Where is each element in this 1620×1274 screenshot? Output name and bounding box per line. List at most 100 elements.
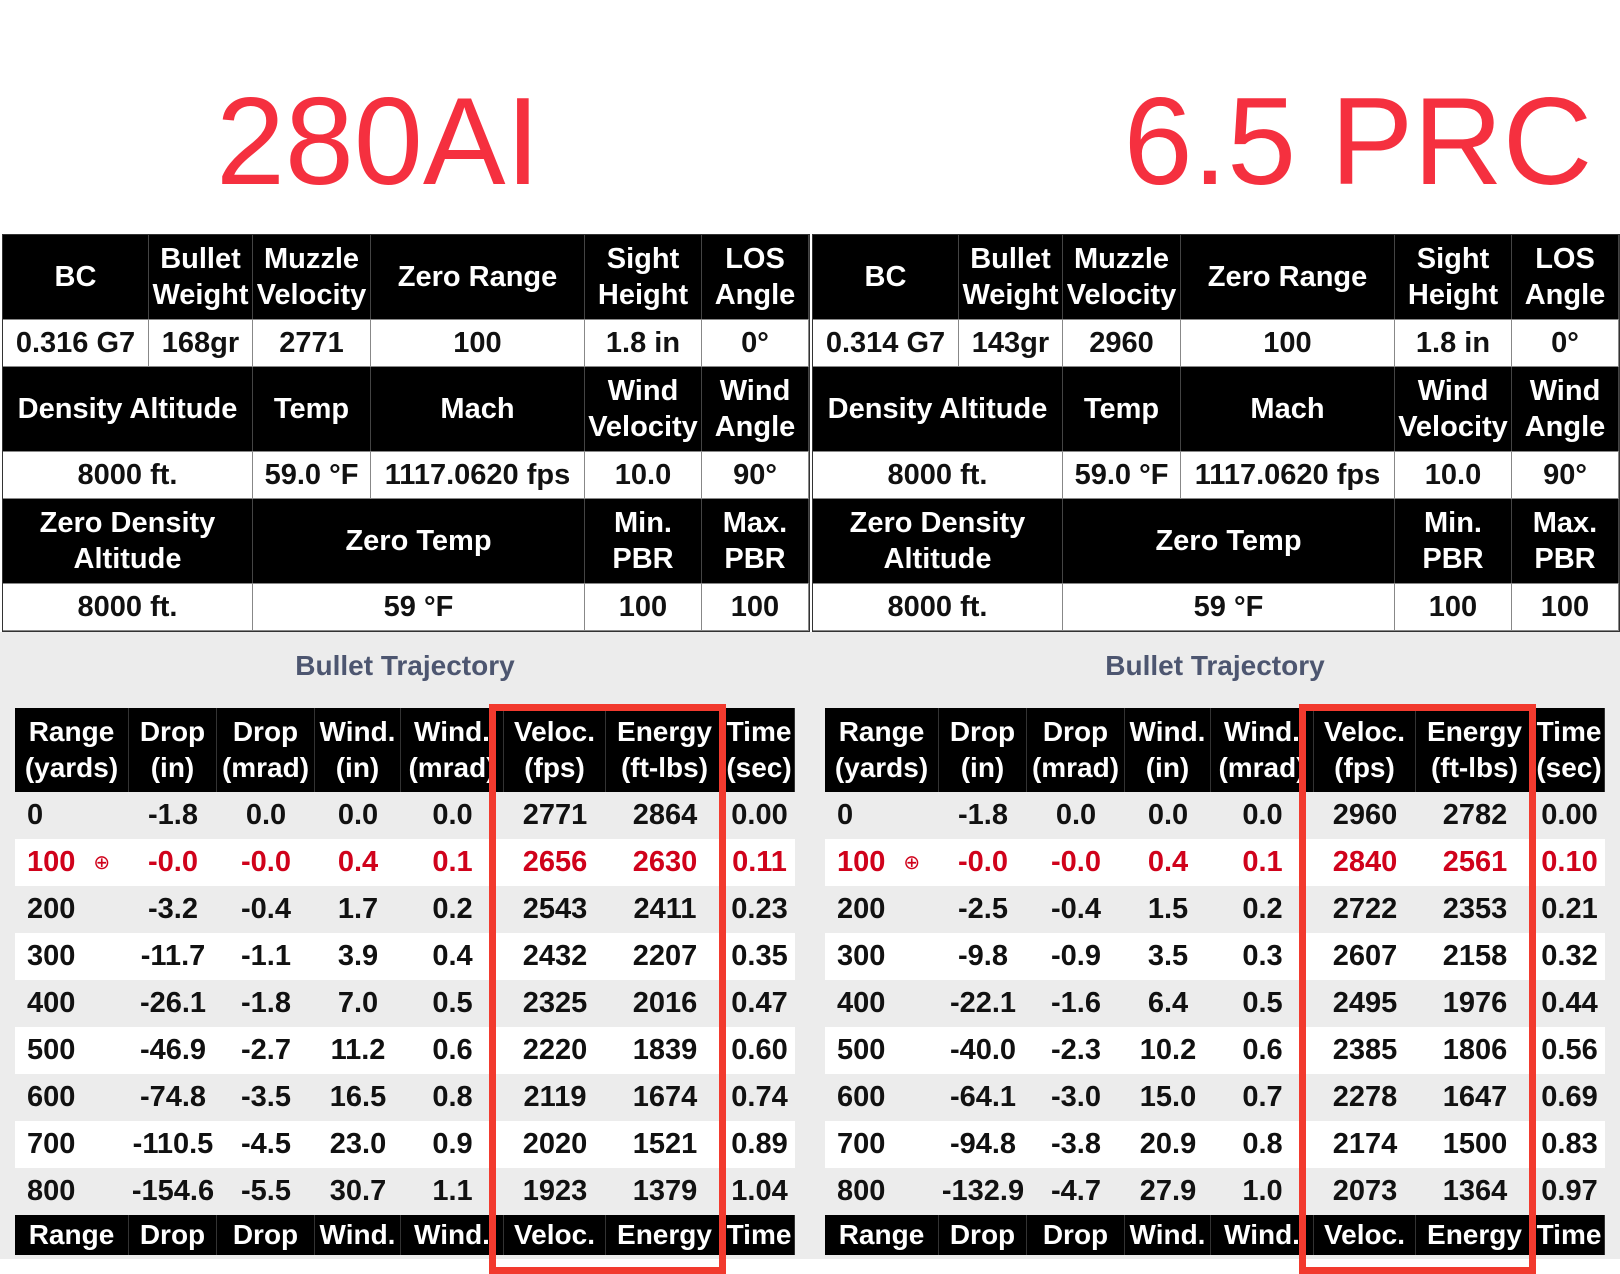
table-cell: 0.10	[1541, 846, 1598, 878]
table-cell: 2840	[1332, 846, 1398, 878]
table-cell: 2020	[522, 1128, 588, 1160]
table-row: 200 -3.2 -0.4 1.7 0.2 2543 2411 0.23	[15, 886, 795, 933]
table-cell: 0.5	[432, 987, 473, 1019]
velocity-energy-highlight-box	[1299, 704, 1536, 1274]
table-cell: 2495	[1332, 987, 1398, 1019]
table-cell: -64.1	[949, 1081, 1017, 1113]
column-header: Drop	[129, 1215, 217, 1255]
spec-value: 90°	[1512, 451, 1619, 499]
table-cell: 1500	[1442, 1128, 1508, 1160]
spec-value: 59 °F	[253, 583, 585, 631]
trajectory-table: Range (yards) Drop (in) Drop (mrad) Wind. (…	[15, 708, 795, 1255]
range-value: 100	[27, 846, 76, 878]
spec-value: 100	[585, 583, 702, 631]
table-cell: 0.6	[1242, 1034, 1283, 1066]
spec-header: Muzzle Velocity	[1063, 235, 1181, 319]
range-value: 400	[27, 987, 76, 1019]
range-cell: 600	[825, 1074, 939, 1121]
table-cell: 2722	[1332, 893, 1398, 925]
table-cell: 2561	[1442, 846, 1508, 878]
range-value: 500	[27, 1034, 76, 1066]
range-value: 500	[837, 1034, 886, 1066]
column-header: Veloc. (fps)	[1314, 708, 1416, 792]
table-cell: 1.5	[1147, 893, 1189, 925]
spec-header: Min. PBR	[585, 499, 702, 583]
table-cell: 2656	[522, 846, 588, 878]
trajectory-title: Bullet Trajectory	[1105, 650, 1325, 681]
table-cell: -2.5	[958, 893, 1008, 925]
spec-value: 168gr	[149, 319, 253, 367]
table-cell: 0.23	[731, 893, 788, 925]
table-cell: 0.56	[1541, 1034, 1598, 1066]
table-cell: -0.0	[241, 846, 291, 878]
table-cell: 1674	[632, 1081, 698, 1113]
spec-value: 8000 ft.	[813, 583, 1063, 631]
table-cell: 2158	[1442, 940, 1508, 972]
spec-header: Density Altitude	[813, 367, 1063, 451]
table-cell: 0.47	[731, 987, 788, 1019]
table-cell: 2960	[1332, 799, 1398, 831]
table-cell: 0.0	[337, 799, 379, 831]
spec-header: LOS Angle	[1512, 235, 1619, 319]
table-cell: -1.8	[241, 987, 291, 1019]
range-cell: 400	[15, 980, 129, 1027]
table-row: 0 -1.8 0.0 0.0 0.0 2771 2864 0.00	[15, 792, 795, 839]
table-cell: 16.5	[329, 1081, 387, 1113]
table-row: 0 -1.8 0.0 0.0 0.0 2960 2782 0.00	[825, 792, 1605, 839]
spec-value: 100	[1395, 583, 1512, 631]
table-cell: -4.5	[241, 1128, 291, 1160]
column-header: Energy (ft-lbs)	[1416, 708, 1534, 792]
table-cell: 1839	[632, 1034, 698, 1066]
crosshair-icon: ⊕	[93, 852, 111, 874]
table-cell: -3.0	[1051, 1081, 1101, 1113]
table-cell: 0.0	[245, 799, 287, 831]
table-cell: 2220	[522, 1034, 588, 1066]
table-cell: 2016	[632, 987, 698, 1019]
spec-header: Density Altitude	[3, 367, 253, 451]
zero-range-row: 100 ⊕ -0.0 -0.0 0.4 0.1 2840 2561 0.10	[825, 839, 1605, 886]
table-row: 400 -26.1 -1.8 7.0 0.5 2325 2016 0.47	[15, 980, 795, 1027]
column-header: Range	[825, 1215, 939, 1255]
ballistic-specs-table: BC Bullet Weight Muzzle Velocity Zero Range…	[2, 234, 810, 632]
table-cell: 0.4	[432, 940, 473, 972]
table-cell: -2.3	[1051, 1034, 1101, 1066]
table-row: 300 -11.7 -1.1 3.9 0.4 2432 2207 0.35	[15, 933, 795, 980]
spec-value: 0°	[702, 319, 809, 367]
spec-value: 1117.0620 fps	[371, 451, 585, 499]
column-header: Time (sec)	[724, 708, 795, 792]
column-header: Energy	[606, 1215, 724, 1255]
table-cell: -40.0	[949, 1034, 1017, 1066]
table-cell: -1.8	[958, 799, 1008, 831]
column-header: Drop	[217, 1215, 315, 1255]
table-cell: 27.9	[1139, 1175, 1197, 1207]
table-row: 500 -46.9 -2.7 11.2 0.6 2220 1839 0.60	[15, 1027, 795, 1074]
table-cell: 30.7	[329, 1175, 387, 1207]
range-cell: 300	[825, 933, 939, 980]
table-row: 400 -22.1 -1.6 6.4 0.5 2495 1976 0.44	[825, 980, 1605, 1027]
table-cell: 0.69	[1541, 1081, 1598, 1113]
table-cell: 2543	[522, 893, 588, 925]
table-cell: 0.8	[1242, 1128, 1283, 1160]
spec-header: Zero Range	[371, 235, 585, 319]
range-cell: 0	[15, 792, 129, 839]
table-cell: 0.0	[1242, 799, 1283, 831]
table-cell: 1647	[1442, 1081, 1508, 1113]
table-cell: 1.0	[1242, 1175, 1283, 1207]
spec-value: 100	[371, 319, 585, 367]
table-cell: 15.0	[1139, 1081, 1197, 1113]
column-header: Wind.	[401, 1215, 504, 1255]
table-footer-header-row: Range Drop Drop Wind. Wind. Veloc. Energy Time	[15, 1215, 795, 1255]
table-cell: 0.0	[1147, 799, 1189, 831]
column-header: Time	[724, 1215, 795, 1255]
table-cell: 6.4	[1147, 987, 1189, 1019]
table-cell: -110.5	[132, 1128, 214, 1160]
table-cell: 2432	[522, 940, 588, 972]
table-cell: 1806	[1442, 1034, 1508, 1066]
table-cell: 0.89	[731, 1128, 788, 1160]
table-cell: 2325	[522, 987, 588, 1019]
spec-value: 10.0	[585, 451, 702, 499]
table-cell: 0.83	[1541, 1128, 1598, 1160]
spec-header: Zero Temp	[253, 499, 585, 583]
spec-value: 0.316 G7	[3, 319, 149, 367]
trajectory-title: Bullet Trajectory	[295, 650, 515, 681]
